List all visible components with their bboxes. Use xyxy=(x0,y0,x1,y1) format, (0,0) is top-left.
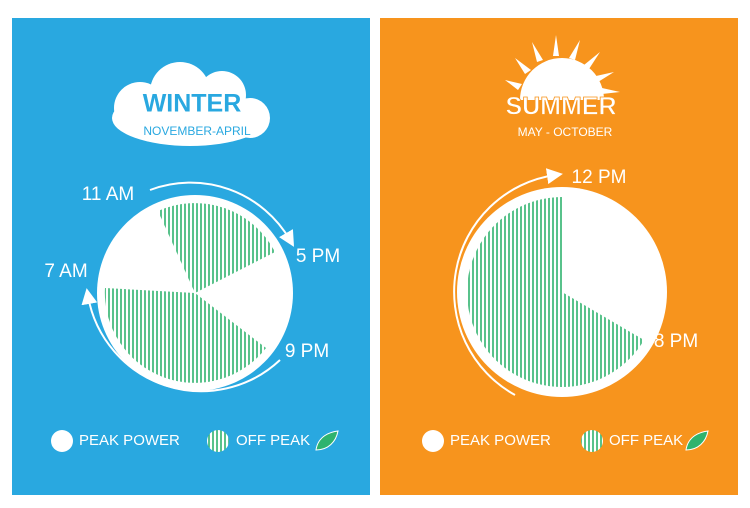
arrow xyxy=(149,181,295,247)
off-peak-sector xyxy=(104,288,266,383)
panel-title: SUMMER xyxy=(505,93,616,121)
time-label: 11 AM xyxy=(82,184,134,205)
time-label: 7 AM xyxy=(44,261,87,282)
legend-swatch xyxy=(51,430,73,452)
winter-panel: WINTER NOVEMBER-APRIL 11 AM 5 PM 7 AM 9 … xyxy=(12,18,370,495)
sun xyxy=(505,35,620,100)
arrow xyxy=(81,288,281,393)
cloud xyxy=(112,62,270,146)
legend-swatch xyxy=(581,430,603,452)
legend-swatch xyxy=(422,430,444,452)
legend-label: OFF PEAK xyxy=(236,432,310,449)
off-peak-sector xyxy=(158,203,275,293)
time-label: 9 PM xyxy=(285,341,329,362)
legend-label: OFF PEAK xyxy=(609,432,683,449)
legend-label: PEAK POWER xyxy=(450,432,551,449)
time-label: 8 PM xyxy=(654,331,698,352)
summer-panel: SUMMER MAY - OCTOBER 12 PM 8 PM PEAK POW… xyxy=(380,18,738,495)
time-label: 12 PM xyxy=(572,167,627,188)
panel-subtitle: NOVEMBER-APRIL xyxy=(143,124,251,138)
leaf-icon xyxy=(315,430,339,451)
panel-subtitle: MAY - OCTOBER xyxy=(518,125,613,139)
legend-swatch xyxy=(207,430,229,452)
leaf-icon xyxy=(685,430,709,451)
legend-label: PEAK POWER xyxy=(79,432,180,449)
off-peak-sector xyxy=(467,197,644,387)
time-label: 5 PM xyxy=(296,246,340,267)
panel-title: WINTER xyxy=(143,90,242,118)
arrow xyxy=(453,168,563,396)
